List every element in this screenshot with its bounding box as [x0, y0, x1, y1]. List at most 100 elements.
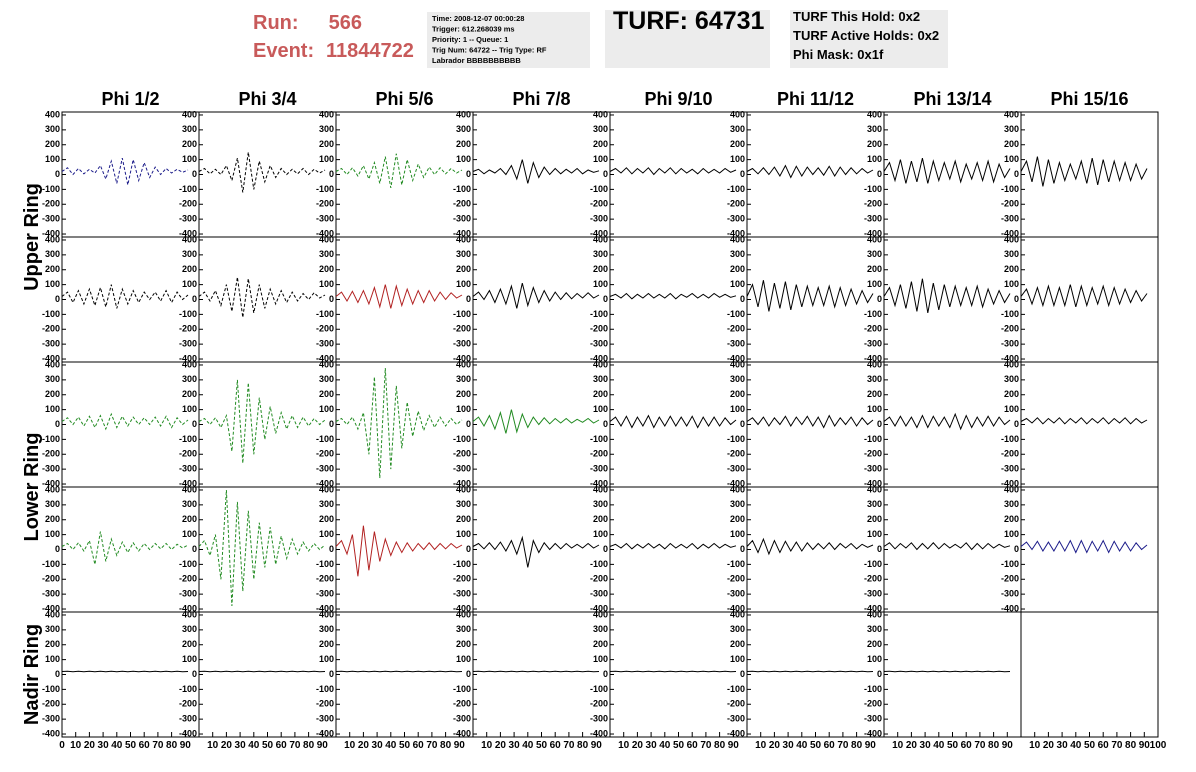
x-tick-label: 60: [961, 740, 973, 751]
y-tick-label: -400: [453, 228, 471, 238]
waveform: [609, 292, 737, 300]
y-tick-label: 400: [319, 234, 334, 244]
y-tick-label: 200: [319, 514, 334, 524]
y-tick-label: 0: [329, 544, 334, 554]
turf-box: [605, 10, 770, 68]
y-tick-label: -100: [453, 434, 471, 444]
y-tick-label: 400: [182, 484, 197, 494]
y-tick-label: 200: [867, 639, 882, 649]
y-tick-label: -100: [316, 559, 334, 569]
y-tick-label: 300: [319, 624, 334, 634]
y-tick-label: 0: [877, 419, 882, 429]
y-tick-label: -400: [864, 603, 882, 613]
y-tick-label: 400: [456, 359, 471, 369]
x-tick-label: 10: [207, 740, 219, 751]
y-tick-label: 100: [593, 154, 608, 164]
y-tick-label: -100: [1001, 434, 1019, 444]
y-tick-label: 300: [730, 374, 745, 384]
y-tick-label: -400: [727, 353, 745, 363]
x-tick-label: 40: [248, 740, 260, 751]
x-tick-label: 10: [481, 740, 493, 751]
y-tick-label: -100: [42, 184, 60, 194]
x-tick-label: 50: [399, 740, 411, 751]
info-line: Trigger: 612.268039 ms: [432, 25, 515, 34]
y-tick-label: 200: [45, 639, 60, 649]
x-tick-label: 20: [495, 740, 507, 751]
y-tick-label: 100: [182, 404, 197, 414]
y-tick-label: 100: [867, 529, 882, 539]
x-tick-label: 90: [1139, 740, 1151, 751]
waveform: [198, 379, 326, 464]
waveform: [198, 489, 326, 607]
y-tick-label: 400: [867, 234, 882, 244]
y-tick-label: 400: [867, 609, 882, 619]
x-tick-label: 30: [98, 740, 110, 751]
waveform: [198, 152, 326, 193]
y-tick-label: 100: [593, 529, 608, 539]
column-title: Phi 11/12: [777, 89, 854, 109]
y-tick-label: 200: [319, 389, 334, 399]
y-tick-label: 200: [319, 639, 334, 649]
y-tick-label: -400: [727, 228, 745, 238]
y-tick-label: 300: [319, 124, 334, 134]
y-tick-label: -400: [864, 353, 882, 363]
y-tick-label: 0: [466, 669, 471, 679]
y-tick-label: -300: [590, 589, 608, 599]
y-tick-label: 100: [1004, 154, 1019, 164]
y-tick-label: 100: [319, 154, 334, 164]
y-tick-label: -100: [179, 559, 197, 569]
y-tick-label: -100: [727, 309, 745, 319]
x-tick-label: 60: [687, 740, 699, 751]
x-tick-label: 80: [851, 740, 863, 751]
y-tick-label: -200: [316, 574, 334, 584]
y-tick-label: 0: [877, 169, 882, 179]
x-tick-label: 20: [84, 740, 96, 751]
y-tick-label: -300: [453, 214, 471, 224]
y-tick-label: 100: [319, 654, 334, 664]
y-tick-label: 300: [867, 499, 882, 509]
y-tick-label: 300: [182, 499, 197, 509]
y-tick-label: 400: [45, 109, 60, 119]
y-tick-label: -300: [316, 214, 334, 224]
y-tick-label: 300: [1004, 249, 1019, 259]
column-title: Phi 13/14: [913, 89, 991, 109]
x-tick-label: 30: [783, 740, 795, 751]
y-tick-label: 0: [192, 169, 197, 179]
waveform: [61, 670, 189, 673]
y-tick-label: -200: [1001, 449, 1019, 459]
y-tick-label: 300: [45, 124, 60, 134]
y-tick-label: -400: [727, 728, 745, 738]
y-tick-label: -400: [590, 228, 608, 238]
y-tick-label: 200: [593, 139, 608, 149]
y-tick-label: 100: [45, 529, 60, 539]
y-tick-label: 200: [1004, 264, 1019, 274]
x-tick-label: 30: [920, 740, 932, 751]
y-tick-label: 100: [1004, 529, 1019, 539]
x-tick-label: 90: [591, 740, 603, 751]
y-tick-label: -100: [316, 184, 334, 194]
y-tick-label: 400: [45, 484, 60, 494]
waveform: [335, 153, 463, 188]
y-tick-label: -300: [864, 464, 882, 474]
y-tick-label: -300: [453, 714, 471, 724]
y-tick-label: -100: [453, 684, 471, 694]
y-tick-label: -100: [727, 434, 745, 444]
turf-info-line: TURF Active Holds: 0x2: [793, 28, 939, 43]
y-tick-label: 100: [319, 529, 334, 539]
y-tick-label: 0: [1014, 294, 1019, 304]
y-tick-label: 300: [456, 624, 471, 634]
waveform: [746, 414, 874, 429]
y-tick-label: 0: [55, 669, 60, 679]
waveform: [609, 167, 737, 176]
y-tick-label: 0: [740, 544, 745, 554]
y-tick-label: -200: [42, 699, 60, 709]
y-tick-label: 200: [45, 389, 60, 399]
y-tick-label: 400: [593, 109, 608, 119]
x-tick-label: 20: [1043, 740, 1055, 751]
x-tick-label: 90: [180, 740, 192, 751]
y-tick-label: 300: [182, 124, 197, 134]
y-tick-label: -400: [1001, 228, 1019, 238]
y-tick-label: 100: [45, 154, 60, 164]
y-tick-label: 300: [1004, 499, 1019, 509]
y-tick-label: -100: [1001, 184, 1019, 194]
